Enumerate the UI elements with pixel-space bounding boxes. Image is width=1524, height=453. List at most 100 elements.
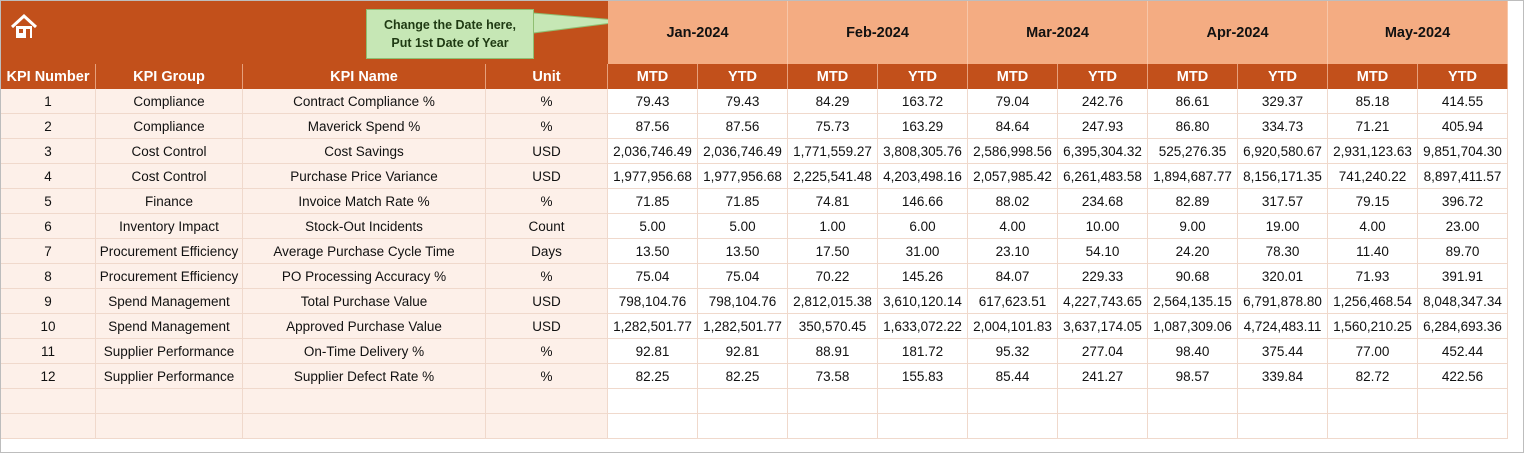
table-cell: 6,284,693.36 <box>1418 314 1508 339</box>
table-cell: 8,897,411.57 <box>1418 164 1508 189</box>
empty-cell <box>486 414 608 439</box>
table-cell: USD <box>486 139 608 164</box>
table-cell: 88.02 <box>968 189 1058 214</box>
table-cell: 54.10 <box>1058 239 1148 264</box>
table-cell: 71.85 <box>608 189 698 214</box>
table-cell: 414.55 <box>1418 89 1508 114</box>
table-cell: 10 <box>1 314 96 339</box>
table-cell: 8,048,347.34 <box>1418 289 1508 314</box>
month-header: Jan-2024 <box>608 1 788 64</box>
table-cell: 6,791,878.80 <box>1238 289 1328 314</box>
table-cell: 13.50 <box>608 239 698 264</box>
table-cell: 2,812,015.38 <box>788 289 878 314</box>
empty-cell <box>1058 389 1148 414</box>
table-cell: 84.29 <box>788 89 878 114</box>
table-cell: 375.44 <box>1238 339 1328 364</box>
table-cell: 86.61 <box>1148 89 1238 114</box>
empty-cell <box>1238 389 1328 414</box>
empty-cell <box>1328 414 1418 439</box>
table-cell: 85.18 <box>1328 89 1418 114</box>
table-cell: Cost Savings <box>243 139 486 164</box>
table-cell: 229.33 <box>1058 264 1148 289</box>
table-cell: 23.00 <box>1418 214 1508 239</box>
empty-cell <box>1058 414 1148 439</box>
column-header: MTD <box>1328 64 1418 89</box>
table-cell: % <box>486 189 608 214</box>
table-cell: 71.93 <box>1328 264 1418 289</box>
table-cell: 5.00 <box>698 214 788 239</box>
table-cell: Spend Management <box>96 289 243 314</box>
column-header: Unit <box>486 64 608 89</box>
table-cell: 92.81 <box>608 339 698 364</box>
table-cell: 329.37 <box>1238 89 1328 114</box>
table-cell: Procurement Efficiency <box>96 264 243 289</box>
table-cell: Cost Control <box>96 164 243 189</box>
table-cell: PO Processing Accuracy % <box>243 264 486 289</box>
table-cell: 2,564,135.15 <box>1148 289 1238 314</box>
empty-cell <box>486 389 608 414</box>
table-cell: USD <box>486 164 608 189</box>
table-cell: 181.72 <box>878 339 968 364</box>
column-header: KPI Name <box>243 64 486 89</box>
table-cell: 90.68 <box>1148 264 1238 289</box>
table-cell: 70.22 <box>788 264 878 289</box>
table-cell: Total Purchase Value <box>243 289 486 314</box>
empty-cell <box>96 389 243 414</box>
empty-cell <box>788 389 878 414</box>
table-cell: 78.30 <box>1238 239 1328 264</box>
table-cell: Finance <box>96 189 243 214</box>
empty-cell <box>1418 389 1508 414</box>
table-cell: 1,087,309.06 <box>1148 314 1238 339</box>
table-cell: % <box>486 114 608 139</box>
table-cell: Procurement Efficiency <box>96 239 243 264</box>
table-cell: 1,282,501.77 <box>698 314 788 339</box>
table-cell: Inventory Impact <box>96 214 243 239</box>
table-cell: 5 <box>1 189 96 214</box>
table-cell: 350,570.45 <box>788 314 878 339</box>
table-cell: Maverick Spend % <box>243 114 486 139</box>
empty-cell <box>1238 414 1328 439</box>
table-cell: 4.00 <box>968 214 1058 239</box>
empty-cell <box>1328 389 1418 414</box>
table-cell: % <box>486 339 608 364</box>
table-cell: Purchase Price Variance <box>243 164 486 189</box>
table-cell: 89.70 <box>1418 239 1508 264</box>
table-cell: 334.73 <box>1238 114 1328 139</box>
table-cell: 241.27 <box>1058 364 1148 389</box>
table-cell: 1,977,956.68 <box>608 164 698 189</box>
empty-cell <box>878 414 968 439</box>
month-header: Feb-2024 <box>788 1 968 64</box>
empty-cell <box>1148 414 1238 439</box>
column-header: YTD <box>878 64 968 89</box>
month-header: Apr-2024 <box>1148 1 1328 64</box>
table-cell: 9,851,704.30 <box>1418 139 1508 164</box>
table-cell: 145.26 <box>878 264 968 289</box>
table-cell: 798,104.76 <box>608 289 698 314</box>
empty-cell <box>1418 414 1508 439</box>
table-cell: 77.00 <box>1328 339 1418 364</box>
table-cell: 31.00 <box>878 239 968 264</box>
table-cell: 2,036,746.49 <box>698 139 788 164</box>
column-header: YTD <box>1418 64 1508 89</box>
table-cell: % <box>486 364 608 389</box>
month-header: Mar-2024 <box>968 1 1148 64</box>
table-cell: 75.04 <box>698 264 788 289</box>
table-cell: 146.66 <box>878 189 968 214</box>
table-cell: Supplier Performance <box>96 364 243 389</box>
table-cell: 247.93 <box>1058 114 1148 139</box>
home-icon[interactable] <box>9 13 39 41</box>
table-cell: 405.94 <box>1418 114 1508 139</box>
table-cell: 73.58 <box>788 364 878 389</box>
table-cell: Compliance <box>96 114 243 139</box>
callout: Change the Date here, Put 1st Date of Ye… <box>366 9 534 59</box>
column-header: YTD <box>1058 64 1148 89</box>
table-cell: 4,724,483.11 <box>1238 314 1328 339</box>
table-cell: 17.50 <box>788 239 878 264</box>
empty-cell <box>1 389 96 414</box>
column-header: MTD <box>608 64 698 89</box>
empty-cell <box>968 389 1058 414</box>
table-cell: Average Purchase Cycle Time <box>243 239 486 264</box>
table-cell: 4.00 <box>1328 214 1418 239</box>
table-cell: 2,057,985.42 <box>968 164 1058 189</box>
table-cell: 3,637,174.05 <box>1058 314 1148 339</box>
